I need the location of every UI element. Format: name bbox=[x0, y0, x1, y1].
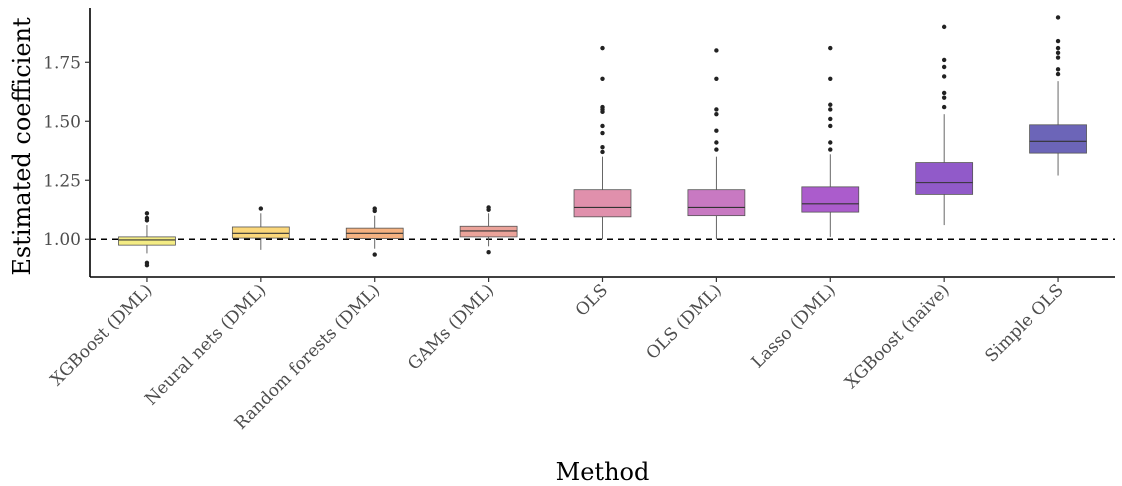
box-4 bbox=[459, 205, 518, 255]
outlier-point bbox=[486, 205, 491, 210]
x-tick-label: OLS bbox=[572, 280, 612, 320]
box-9 bbox=[1029, 15, 1087, 176]
outlier-point bbox=[1055, 38, 1061, 44]
outlier-point bbox=[600, 123, 605, 129]
outlier-point bbox=[941, 104, 947, 110]
box-6 bbox=[687, 48, 746, 240]
y-ticks: 1.00 1.25 1.50 1.75 bbox=[43, 53, 90, 250]
outlier-point bbox=[941, 64, 947, 70]
x-tick-label: OLS (DML) bbox=[643, 280, 726, 363]
outlier-point bbox=[714, 128, 719, 133]
x-tick-label: Lasso (DML) bbox=[748, 280, 840, 372]
outlier-point bbox=[1055, 67, 1061, 72]
x-tick-label: XGBoost (DML) bbox=[47, 280, 157, 390]
x-ticks: XGBoost (DML)Neural nets (DML)Random for… bbox=[47, 277, 1068, 434]
outlier-point bbox=[486, 250, 491, 255]
outlier-point bbox=[144, 211, 150, 216]
outlier-point bbox=[828, 123, 833, 129]
box-body bbox=[801, 186, 860, 213]
outlier-point bbox=[1055, 45, 1061, 51]
outlier-point bbox=[1055, 55, 1061, 60]
box-body bbox=[231, 226, 290, 239]
outlier-point bbox=[941, 24, 947, 30]
y-tick-label: 1.75 bbox=[43, 53, 81, 73]
outlier-point bbox=[372, 252, 377, 257]
outlier-point bbox=[714, 107, 719, 112]
x-tick-label: XGBoost (naive) bbox=[841, 280, 953, 392]
outlier-point bbox=[600, 104, 605, 110]
box-body bbox=[1029, 124, 1087, 154]
y-tick-label: 1.25 bbox=[43, 171, 81, 191]
outlier-point bbox=[258, 206, 264, 211]
x-tick-label: Neural nets (DML) bbox=[141, 280, 270, 409]
x-tick-label: Simple OLS bbox=[981, 280, 1067, 366]
box-body bbox=[573, 189, 632, 218]
outlier-point bbox=[144, 263, 150, 268]
outlier-point bbox=[828, 116, 833, 122]
outlier-point bbox=[600, 76, 605, 81]
x-axis-title: Method bbox=[556, 458, 650, 486]
outlier-point bbox=[1055, 50, 1061, 56]
outlier-point bbox=[828, 140, 833, 145]
outlier-point bbox=[714, 111, 719, 117]
outlier-point bbox=[600, 149, 605, 155]
box-3 bbox=[345, 206, 404, 257]
outlier-point bbox=[714, 147, 719, 152]
outlier-point bbox=[600, 145, 605, 150]
box-body bbox=[687, 189, 746, 217]
outlier-point bbox=[941, 95, 947, 100]
outlier-point bbox=[714, 76, 719, 81]
box-body bbox=[118, 236, 176, 246]
y-axis-title: Estimated coefficient bbox=[8, 17, 36, 276]
box-body bbox=[915, 162, 974, 195]
box-5 bbox=[573, 45, 632, 240]
y-tick-label: 1.00 bbox=[43, 230, 81, 250]
outlier-point bbox=[941, 57, 947, 63]
outlier-point bbox=[828, 102, 833, 107]
outlier-point bbox=[1055, 71, 1061, 77]
outlier-point bbox=[941, 90, 947, 96]
box-layer bbox=[118, 15, 1087, 268]
outlier-point bbox=[714, 140, 719, 145]
box-body bbox=[459, 225, 518, 238]
outlier-point bbox=[828, 147, 833, 152]
x-tick-label: GAMs (DML) bbox=[404, 280, 498, 374]
outlier-point bbox=[600, 45, 605, 51]
outlier-point bbox=[144, 215, 150, 221]
outlier-point bbox=[941, 74, 947, 79]
outlier-point bbox=[828, 76, 833, 81]
outlier-point bbox=[600, 130, 605, 136]
box-2 bbox=[231, 206, 290, 250]
outlier-point bbox=[828, 45, 833, 51]
outlier-point bbox=[828, 107, 833, 112]
box-8 bbox=[915, 24, 974, 226]
box-7 bbox=[801, 45, 860, 237]
outlier-point bbox=[714, 48, 719, 53]
outlier-point bbox=[1055, 15, 1061, 20]
box-1 bbox=[118, 211, 176, 268]
outlier-point bbox=[372, 206, 377, 211]
y-tick-label: 1.50 bbox=[43, 112, 81, 132]
